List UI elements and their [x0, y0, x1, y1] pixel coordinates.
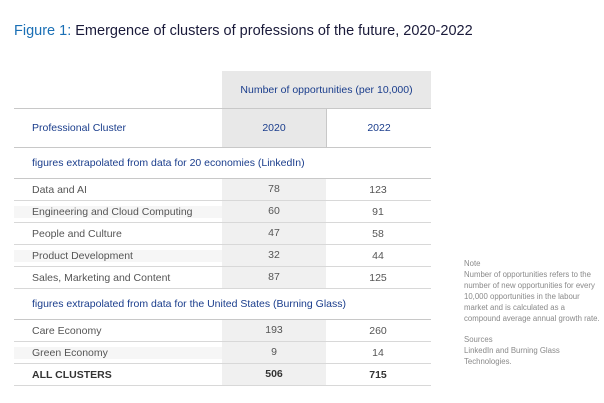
total-row: ALL CLUSTERS 506 715 [14, 364, 431, 386]
value-2020: 87 [222, 267, 326, 288]
section-linkedin: figures extrapolated from data for 20 ec… [14, 148, 431, 179]
total-label: ALL CLUSTERS [32, 368, 112, 381]
cluster-name: Data and AI [32, 183, 87, 196]
table-row: Data and AI 78 123 [14, 179, 431, 201]
table-row: Engineering and Cloud Computing 60 91 [14, 201, 431, 223]
total-2022: 715 [369, 368, 387, 381]
notes-panel: Note Number of opportunities refers to t… [464, 258, 600, 377]
value-2022: 123 [369, 183, 387, 196]
opportunities-header: Number of opportunities (per 10,000) [222, 71, 431, 108]
table-row: Sales, Marketing and Content 87 125 [14, 267, 431, 289]
column-header-row: Professional Cluster 2020 2022 [14, 108, 431, 148]
value-2022: 91 [372, 205, 384, 218]
table-row: People and Culture 47 58 [14, 223, 431, 245]
value-2022: 14 [372, 346, 384, 359]
value-2020: 32 [222, 245, 326, 266]
value-2020: 47 [222, 223, 326, 244]
figure-label: Figure 1: [14, 23, 72, 39]
sources-heading: Sources [464, 335, 493, 344]
table-row: Product Development 32 44 [14, 245, 431, 267]
col-cluster-header: Professional Cluster [32, 122, 126, 134]
sources-body: LinkedIn and Burning Glass Technologies. [464, 346, 560, 366]
section-linkedin-rows: Data and AI 78 123 Engineering and Cloud… [14, 179, 431, 289]
cluster-name: Product Development [14, 249, 222, 262]
note-body: Number of opportunities refers to the nu… [464, 270, 600, 323]
value-2022: 125 [369, 271, 387, 284]
section-burning-glass: figures extrapolated from data for the U… [14, 289, 431, 320]
cluster-name: Sales, Marketing and Content [32, 271, 171, 284]
cluster-name: Engineering and Cloud Computing [14, 205, 222, 218]
value-2022: 58 [372, 227, 384, 240]
cluster-name: Green Economy [14, 346, 222, 359]
note-heading: Note [464, 259, 481, 268]
section-burning-glass-rows: Care Economy 193 260 Green Economy 9 14 … [14, 320, 431, 386]
value-2022: 44 [372, 249, 384, 262]
cluster-name: People and Culture [32, 227, 122, 240]
value-2020: 9 [222, 342, 326, 363]
table-row: Care Economy 193 260 [14, 320, 431, 342]
table-row: Green Economy 9 14 [14, 342, 431, 364]
cluster-name: Care Economy [32, 324, 102, 337]
value-2020: 60 [222, 201, 326, 222]
value-2022: 260 [369, 324, 387, 337]
figure-title-text: Emergence of clusters of professions of … [75, 23, 473, 39]
col-2020-header: 2020 [222, 109, 326, 147]
clusters-table: Number of opportunities (per 10,000) Pro… [14, 71, 431, 386]
table-top-header: Number of opportunities (per 10,000) [14, 71, 431, 108]
total-2020: 506 [222, 364, 326, 385]
col-2022-header: 2022 [326, 109, 431, 147]
value-2020: 78 [222, 179, 326, 200]
value-2020: 193 [222, 320, 326, 341]
figure-title: Figure 1: Emergence of clusters of profe… [14, 23, 473, 39]
